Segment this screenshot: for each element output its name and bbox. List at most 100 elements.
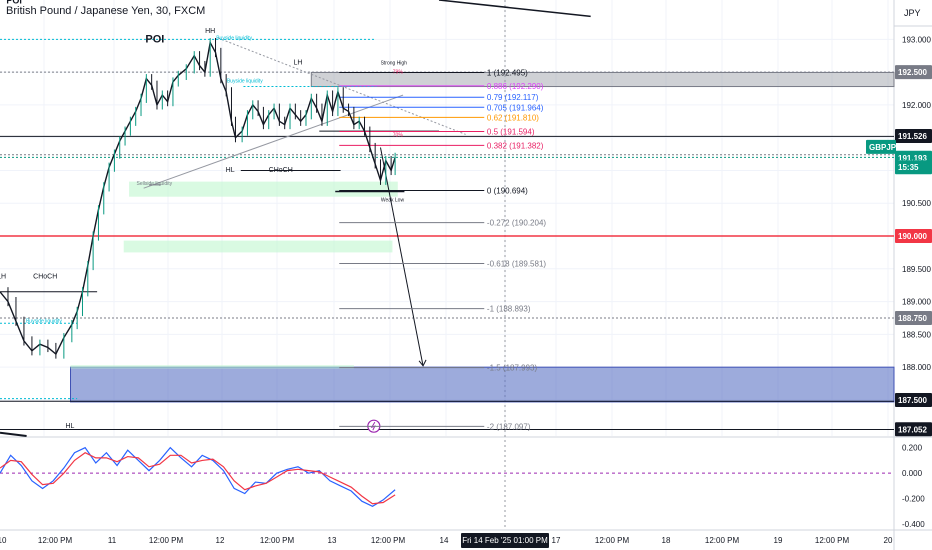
- fib-level-label: -0.272 (190.204): [487, 219, 546, 228]
- indicator-layer: 0.200 0.000 -0.200 -0.400: [0, 444, 925, 529]
- fibonacci-layer: 1 (192.495) 0.886 (192.290) 0.79 (192.117)…: [339, 68, 546, 431]
- fib-level-label: 0.5 (191.594): [487, 128, 535, 137]
- time-tick-label: 12:00 PM: [260, 536, 295, 545]
- chart-annotation: Buyside liquidity: [227, 79, 263, 85]
- annotation-layer: POI POI HH LH HL CHoCH LH CHoCH HL Buyside liquid…: [0, 0, 407, 430]
- price-badge-label: 187.052: [898, 425, 927, 434]
- fib-level-label: -0.618 (189.581): [487, 260, 546, 269]
- price-badge: [866, 139, 896, 154]
- time-tick-label: 17: [552, 536, 561, 545]
- chart-annotation: HL: [226, 167, 235, 174]
- fvg-zone: [123, 240, 393, 253]
- price-tick-label: 189.000: [902, 298, 931, 307]
- time-tick-label: 12:00 PM: [38, 536, 73, 545]
- time-cursor-badge: [461, 533, 549, 548]
- price-badge: [895, 422, 932, 437]
- series-layer: [0, 38, 396, 359]
- chart-annotation: 79%: [393, 69, 404, 75]
- fib-level-label: -1.5 (187.993): [487, 364, 538, 373]
- time-tick-label: 12:00 PM: [371, 536, 406, 545]
- fvg-zone: [129, 181, 398, 197]
- fib-level-label: 0.62 (191.810): [487, 113, 539, 122]
- price-badge: [895, 392, 932, 407]
- fib-level-label: 0.705 (191.964): [487, 103, 544, 112]
- indicator-signal-line: [0, 446, 396, 507]
- trendline-lower: [143, 94, 404, 189]
- time-tick-label: 12:00 PM: [149, 536, 184, 545]
- price-badge-label: 187.500: [898, 396, 927, 405]
- price-badge-label: 15:35: [898, 163, 919, 172]
- currency-label: JPY: [904, 8, 921, 18]
- indicator-tick-label: 0.200: [902, 444, 923, 453]
- price-badge: [895, 310, 932, 325]
- indicator-main-line: [0, 452, 396, 505]
- fib-level-label: 1 (192.495): [487, 68, 528, 77]
- price-badge: [895, 229, 932, 244]
- price-badge-label: 190.000: [898, 232, 927, 241]
- chart-annotation: Sellside liquidity: [137, 181, 173, 187]
- price-tick-label: 189.500: [902, 265, 931, 274]
- price-badge: [895, 128, 932, 143]
- indicator-tick-label: 0.000: [902, 469, 923, 478]
- price-badge-label: 192.500: [898, 68, 927, 77]
- time-tick-label: 13: [328, 536, 337, 545]
- time-axis: 10 12:00 PM 11 12:00 PM 12 12:00 PM 13 12:00 PM…: [0, 533, 893, 548]
- fvg-zone: [70, 365, 354, 369]
- chart-title: British Pound / Japanese Yen, 30, FXCM: [6, 5, 206, 17]
- chart-annotation: LH: [0, 274, 6, 281]
- price-tick-label: 188.000: [902, 363, 931, 372]
- price-badge: [895, 160, 932, 175]
- projection-arrow-head: [418, 359, 427, 367]
- time-tick-label: 10: [0, 536, 7, 545]
- price-badge-label: GBPJPY: [869, 143, 902, 152]
- chart-annotation: HH: [205, 28, 215, 35]
- price-badge: [895, 65, 932, 80]
- projection-arrow: [379, 147, 424, 366]
- price-tick-label: 192.000: [902, 101, 931, 110]
- fib-level-label: -2 (187.097): [487, 422, 531, 431]
- fib-level-label: 0.79 (192.117): [487, 93, 539, 102]
- supply-zone: [310, 71, 895, 88]
- time-tick-label: 18: [662, 536, 671, 545]
- drawing-layer: [0, 0, 894, 437]
- trendline-top: [438, 0, 591, 18]
- trendline-left: [0, 431, 27, 437]
- price-badge-label: 188.750: [898, 314, 927, 323]
- time-tick-label: 12:00 PM: [595, 536, 630, 545]
- price-badge-label: 191.193: [898, 154, 927, 163]
- chart-annotation: Strong High: [381, 60, 408, 66]
- chart-annotation: 70%: [393, 132, 404, 138]
- price-tick-label: 190.500: [902, 199, 931, 208]
- chart-annotation: POI: [145, 34, 164, 46]
- chart-annotation: POI: [6, 0, 22, 5]
- chart-annotation: CHoCH: [33, 274, 57, 281]
- zone-layer: [70, 71, 895, 403]
- chart-annotation: Weak Low: [381, 197, 405, 203]
- chart-annotation: Buyside liquidity: [216, 35, 252, 41]
- time-tick-label: 11: [108, 536, 117, 545]
- time-tick-label: 20: [884, 536, 893, 545]
- chart-annotation: HL: [66, 423, 75, 430]
- fib-level-label: 0.382 (191.382): [487, 141, 544, 150]
- time-tick-label: 14: [440, 536, 449, 545]
- time-tick-label: 12:00 PM: [815, 536, 850, 545]
- chart-annotation: CHoCH: [269, 167, 293, 174]
- chart-annotation: Buyside liquidity: [26, 319, 62, 325]
- demand-zone: [70, 366, 895, 403]
- price-tick-label: 193.000: [902, 35, 931, 44]
- indicator-tick-label: -0.400: [902, 520, 925, 529]
- price-tick-label: 188.500: [902, 330, 931, 339]
- price-series-line: [0, 40, 396, 356]
- fib-level-label: 0.886 (192.290): [487, 82, 544, 91]
- time-tick-label: 12:00 PM: [705, 536, 740, 545]
- fib-level-label: -1 (188.893): [487, 305, 531, 314]
- price-badge-label: 191.526: [898, 132, 927, 141]
- chart-annotation: LH: [294, 59, 303, 66]
- fib-level-label: 0 (190.694): [487, 187, 528, 196]
- indicator-tick-label: -0.200: [902, 495, 925, 504]
- time-tick-label: 12: [216, 536, 225, 545]
- time-cursor-label: Fri 14 Feb '25 01:00 PM: [462, 536, 548, 545]
